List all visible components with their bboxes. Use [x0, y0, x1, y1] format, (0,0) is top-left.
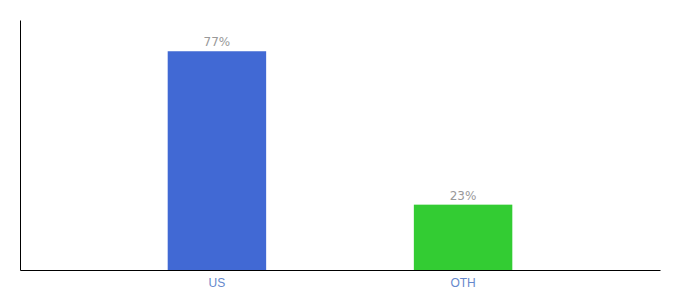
bar [414, 205, 512, 270]
y-axis [20, 21, 21, 271]
x-axis: US OTH [21, 270, 661, 290]
x-axis-line [21, 270, 661, 271]
x-tick: US [209, 270, 226, 290]
plot: US OTH 77% 23% [21, 21, 661, 291]
x-tick-label: US [209, 276, 226, 290]
x-tick: OTH [450, 270, 475, 290]
x-tick-label: OTH [450, 276, 475, 290]
y-axis-line [20, 21, 21, 271]
data-label: 77% [204, 35, 231, 49]
bars [168, 51, 513, 270]
data-label: 23% [450, 189, 477, 203]
data-labels: 77% 23% [204, 35, 477, 202]
chart: US OTH 77% 23% [0, 0, 680, 300]
bar [168, 51, 266, 270]
